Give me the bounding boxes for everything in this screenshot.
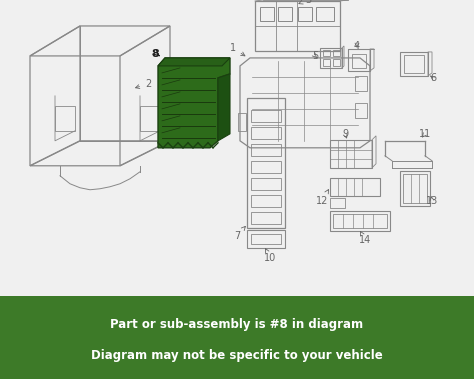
Polygon shape — [218, 74, 230, 141]
Bar — [403, 174, 427, 203]
Polygon shape — [158, 58, 230, 148]
Bar — [330, 140, 372, 168]
Bar — [251, 127, 281, 139]
Bar — [251, 144, 281, 156]
Bar — [323, 50, 330, 56]
Bar — [352, 54, 366, 68]
Polygon shape — [158, 58, 230, 66]
Text: 10: 10 — [264, 249, 276, 263]
Bar — [333, 214, 387, 228]
Text: 9: 9 — [342, 129, 348, 139]
Bar — [330, 211, 390, 231]
Bar — [316, 7, 334, 21]
Bar — [251, 178, 281, 190]
Bar — [251, 212, 281, 224]
Bar — [247, 230, 285, 248]
Text: 3: 3 — [299, 0, 311, 5]
Text: 4: 4 — [354, 41, 360, 51]
Text: 13: 13 — [426, 196, 438, 206]
Text: 14: 14 — [359, 232, 371, 245]
Bar — [400, 171, 430, 206]
Text: 11: 11 — [419, 129, 431, 139]
Bar — [255, 1, 340, 51]
Bar — [400, 52, 428, 76]
Text: 2: 2 — [136, 79, 151, 89]
Bar — [333, 50, 340, 56]
Bar — [140, 106, 160, 131]
Bar — [320, 48, 342, 68]
Text: 6: 6 — [430, 73, 436, 83]
Bar — [251, 161, 281, 173]
Text: Diagram may not be specific to your vehicle: Diagram may not be specific to your vehi… — [91, 349, 383, 362]
Bar — [333, 59, 340, 66]
Text: 12: 12 — [316, 190, 328, 206]
Bar — [355, 76, 367, 91]
Bar — [404, 55, 424, 73]
Bar — [247, 98, 285, 228]
Text: 7: 7 — [234, 226, 246, 241]
Bar — [355, 103, 367, 118]
Bar — [348, 49, 370, 71]
Bar — [298, 7, 312, 21]
Bar — [260, 7, 274, 21]
Bar — [251, 110, 281, 122]
Text: 8: 8 — [151, 49, 159, 59]
Bar — [55, 106, 75, 131]
Text: Part or sub-assembly is #8 in diagram: Part or sub-assembly is #8 in diagram — [110, 318, 364, 331]
Text: 1: 1 — [230, 43, 245, 56]
Bar — [251, 234, 281, 244]
Bar — [330, 198, 345, 208]
Bar — [238, 113, 246, 131]
Bar — [251, 195, 281, 207]
Bar — [330, 178, 380, 196]
Bar — [323, 59, 330, 66]
Bar — [278, 7, 292, 21]
Text: 5: 5 — [312, 51, 318, 61]
